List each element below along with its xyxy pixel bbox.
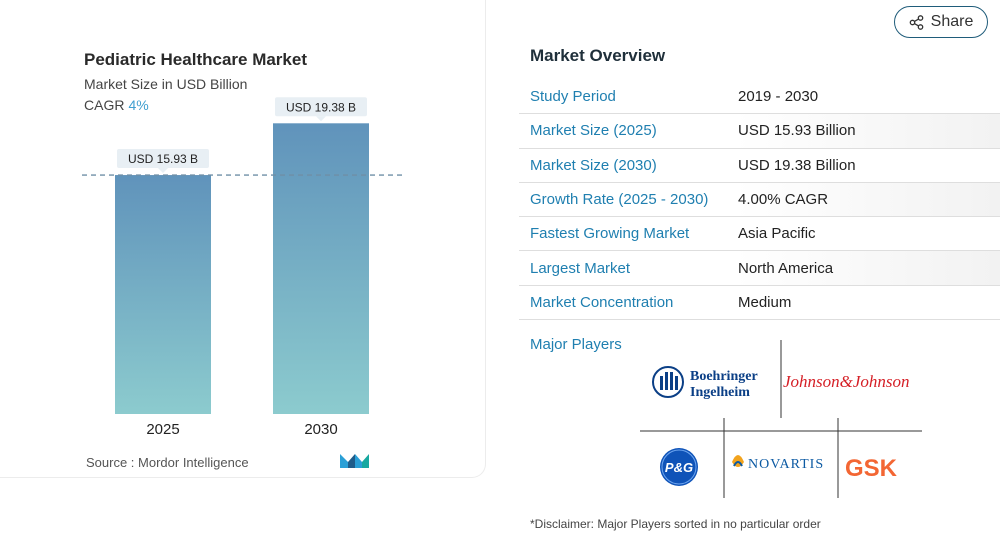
overview-row: Fastest Growing Market Asia Pacific (519, 217, 1000, 252)
overview-key[interactable]: Growth Rate (2025 - 2030) (530, 191, 709, 209)
chart-subtitle: Market Size in USD Billion (84, 76, 248, 92)
cagr-value: 4% (128, 97, 149, 113)
overview-value: 4.00% CAGR (738, 191, 829, 209)
overview-key[interactable]: Market Size (2030) (530, 156, 657, 174)
share-label: Share (930, 13, 974, 30)
svg-text:Boehringer: Boehringer (690, 369, 758, 384)
overview-key[interactable]: Study Period (530, 88, 616, 106)
overview-row: Market Concentration Medium (519, 286, 1000, 321)
overview-value: North America (738, 259, 834, 277)
overview-value: 2019 - 2030 (738, 88, 819, 106)
overview-value: USD 15.93 Billion (738, 122, 856, 140)
novartis-logo: NOVARTIS (732, 455, 824, 472)
overview-row: Growth Rate (2025 - 2030) 4.00% CAGR (519, 182, 1000, 218)
major-players-logos: Boehringer Ingelheim Johnson&Johnson P&G… (640, 340, 922, 498)
share-icon (909, 14, 923, 30)
major-players-label[interactable]: Major Players (530, 336, 622, 353)
market-overview-table: Study Period 2019 - 2030 Market Size (20… (519, 80, 1000, 321)
x-tick-label: 2030 (304, 421, 337, 438)
bar-chart: USD 15.93 B 2025 USD 19.38 B 2030 (82, 97, 404, 438)
chart-card: USD 15.93 B 2025 USD 19.38 B 2030 Pediatric… (0, 0, 486, 478)
svg-text:USD 15.93 B: USD 15.93 B (128, 152, 198, 166)
market-overview-title: Market Overview (530, 46, 666, 65)
overview-key[interactable]: Largest Market (530, 259, 631, 277)
boehringer-ingelheim-logo: Boehringer Ingelheim (652, 366, 758, 400)
overview-row: Market Size (2025) USD 15.93 Billion (519, 114, 1000, 149)
overview-value: USD 19.38 Billion (738, 156, 856, 174)
bar-2030 (273, 123, 369, 415)
chart-source: Source : Mordor Intelligence (86, 455, 249, 470)
overview-key[interactable]: Market Size (2025) (530, 122, 657, 140)
gsk-logo: GSK (845, 455, 898, 482)
overview-value: Medium (738, 293, 792, 311)
svg-text:NOVARTIS: NOVARTIS (748, 457, 824, 472)
pg-logo: P&G (660, 448, 698, 486)
overview-row: Study Period 2019 - 2030 (519, 80, 1000, 115)
overview-row: Largest Market North America (519, 251, 1000, 286)
cagr-label: CAGR (84, 97, 125, 113)
bar-2025 (115, 175, 211, 414)
data-label-2030: USD 19.38 B (275, 97, 367, 122)
x-tick-label: 2025 (146, 421, 179, 438)
svg-text:USD 19.38 B: USD 19.38 B (286, 100, 356, 114)
data-label-2025: USD 15.93 B (117, 149, 209, 174)
svg-text:Ingelheim: Ingelheim (690, 385, 750, 400)
overview-value: Asia Pacific (738, 225, 816, 243)
overview-key[interactable]: Fastest Growing Market (530, 225, 690, 243)
overview-key[interactable]: Market Concentration (530, 293, 674, 311)
chart-title: Pediatric Healthcare Market (84, 50, 307, 69)
chart-cagr: CAGR 4% (84, 97, 149, 113)
svg-text:P&G: P&G (665, 460, 693, 475)
mordor-intelligence-logo (340, 454, 369, 468)
disclaimer: *Disclaimer: Major Players sorted in no … (530, 517, 821, 531)
overview-row: Market Size (2030) USD 19.38 Billion (519, 149, 1000, 183)
share-button[interactable]: Share (894, 6, 988, 38)
johnson-and-johnson-logo: Johnson&Johnson (783, 372, 910, 391)
